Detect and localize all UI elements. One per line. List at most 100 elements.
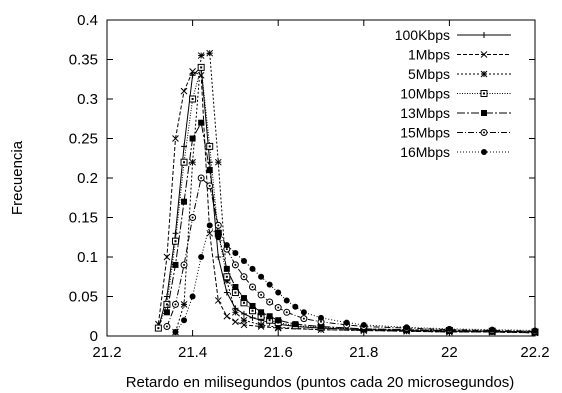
- data-point-13mbps: [266, 313, 273, 320]
- data-point-5mbps: [240, 316, 248, 324]
- legend-marker-16mbps: [481, 149, 487, 155]
- data-point-15mbps: [197, 174, 205, 182]
- plot-axes: 21.2 21.4 21.6 21.8 22 22.2 0 0.05 0.1 0.15 0.2 0.2…: [69, 12, 550, 361]
- series-line-5mbps: [175, 52, 536, 334]
- y-tick-label: 0.2: [77, 170, 98, 187]
- data-point-13mbps: [215, 230, 222, 237]
- data-point-10mbps: [180, 158, 188, 166]
- data-point-15mbps: [180, 261, 188, 269]
- data-point-16mbps: [258, 273, 265, 280]
- data-point-15mbps: [283, 308, 291, 316]
- data-point-1mbps: [163, 253, 171, 261]
- data-point-16mbps: [206, 222, 213, 229]
- data-point-16mbps: [266, 281, 273, 288]
- data-point-100kbps: [223, 289, 230, 296]
- x-tick-label: 21.4: [178, 344, 207, 361]
- data-point-13mbps: [181, 198, 188, 205]
- data-point-16mbps: [189, 293, 196, 300]
- data-point-1mbps: [214, 297, 222, 304]
- x-tick-label: 21.8: [349, 344, 378, 361]
- data-point-16mbps: [232, 250, 239, 257]
- legend-marker-10mbps: [480, 90, 488, 97]
- legend-label-100kbps: 100Kbps: [395, 27, 450, 43]
- data-point-16mbps: [215, 234, 222, 241]
- y-tick-label: 0.25: [69, 131, 98, 148]
- data-point-5mbps: [189, 158, 196, 166]
- x-tick-label: 21.2: [92, 344, 121, 361]
- data-point-10mbps: [163, 300, 171, 308]
- y-tick-label: 0.05: [69, 289, 98, 306]
- legend-label-16mbps: 16Mbps: [400, 144, 450, 160]
- series-line-16mbps: [175, 224, 536, 333]
- legend-marker-1mbps: [480, 51, 488, 58]
- legend-marker-15mbps: [480, 129, 488, 136]
- x-tick-label: 21.6: [264, 344, 293, 361]
- data-point-13mbps: [163, 309, 170, 316]
- x-tick-label: 22: [441, 344, 458, 361]
- data-point-15mbps: [206, 182, 214, 190]
- data-point-16mbps: [403, 324, 410, 331]
- data-point-16mbps: [249, 265, 256, 272]
- data-point-16mbps: [292, 303, 299, 310]
- data-point-13mbps: [232, 284, 239, 291]
- data-point-15mbps: [249, 283, 257, 291]
- data-point-100kbps: [181, 143, 188, 150]
- data-point-15mbps: [163, 323, 171, 331]
- data-point-10mbps: [206, 142, 214, 150]
- data-point-1mbps: [232, 318, 239, 326]
- data-point-16mbps: [240, 257, 247, 264]
- data-point-5mbps: [180, 301, 188, 308]
- data-point-1mbps: [240, 321, 248, 329]
- data-point-5mbps: [257, 321, 265, 329]
- data-point-13mbps: [249, 302, 256, 309]
- data-point-10mbps: [223, 273, 231, 281]
- data-point-16mbps: [283, 297, 290, 304]
- data-point-5mbps: [214, 158, 222, 166]
- data-point-15mbps: [231, 261, 239, 269]
- data-point-5mbps: [197, 52, 205, 59]
- x-tick-label: 22.2: [520, 344, 549, 361]
- data-point-100kbps: [163, 293, 170, 300]
- series-15mbps: [163, 174, 539, 335]
- data-point-15mbps: [240, 273, 248, 281]
- legend-marker-5mbps: [480, 70, 488, 78]
- y-tick-label: 0: [90, 328, 98, 345]
- data-point-16mbps: [181, 317, 188, 324]
- series-16mbps: [172, 222, 538, 336]
- data-point-13mbps: [318, 323, 324, 330]
- data-point-5mbps: [206, 49, 214, 57]
- data-point-15mbps: [266, 298, 274, 306]
- data-point-13mbps: [240, 295, 247, 302]
- legend-marker-13mbps: [481, 110, 487, 116]
- data-point-13mbps: [292, 321, 299, 328]
- data-point-13mbps: [189, 135, 196, 142]
- data-point-15mbps: [300, 315, 308, 323]
- y-tick-label: 0.1: [77, 249, 98, 266]
- data-point-16mbps: [172, 329, 179, 336]
- data-point-15mbps: [274, 304, 282, 312]
- y-tick-label: 0.35: [69, 52, 98, 69]
- data-point-13mbps: [198, 119, 205, 126]
- data-point-1mbps: [206, 229, 214, 237]
- y-tick-label: 0.15: [69, 210, 98, 227]
- data-point-16mbps: [446, 325, 453, 332]
- data-point-15mbps: [189, 214, 197, 221]
- legend-label-10mbps: 10Mbps: [400, 86, 450, 102]
- data-point-13mbps: [223, 265, 230, 272]
- legend-label-15mbps: 15Mbps: [400, 125, 450, 141]
- data-point-1mbps: [180, 87, 188, 95]
- series-layer: [154, 49, 539, 337]
- data-point-13mbps: [258, 309, 265, 316]
- data-point-16mbps: [198, 254, 205, 260]
- data-point-16mbps: [300, 309, 307, 316]
- x-axis-label: Retardo en milisegundos (puntos cada 20 …: [126, 374, 515, 391]
- data-point-16mbps: [532, 327, 538, 334]
- data-point-10mbps: [197, 63, 205, 71]
- data-point-1mbps: [189, 67, 196, 75]
- data-point-13mbps: [172, 261, 179, 268]
- chart-legend: 100Kbps 1Mbps 5Mbps 10Mbps 13Mbps 15Mbps 16Mbp…: [395, 27, 511, 160]
- data-point-16mbps: [318, 314, 324, 321]
- legend-label-5mbps: 5Mbps: [408, 66, 450, 82]
- data-point-100kbps: [249, 314, 256, 321]
